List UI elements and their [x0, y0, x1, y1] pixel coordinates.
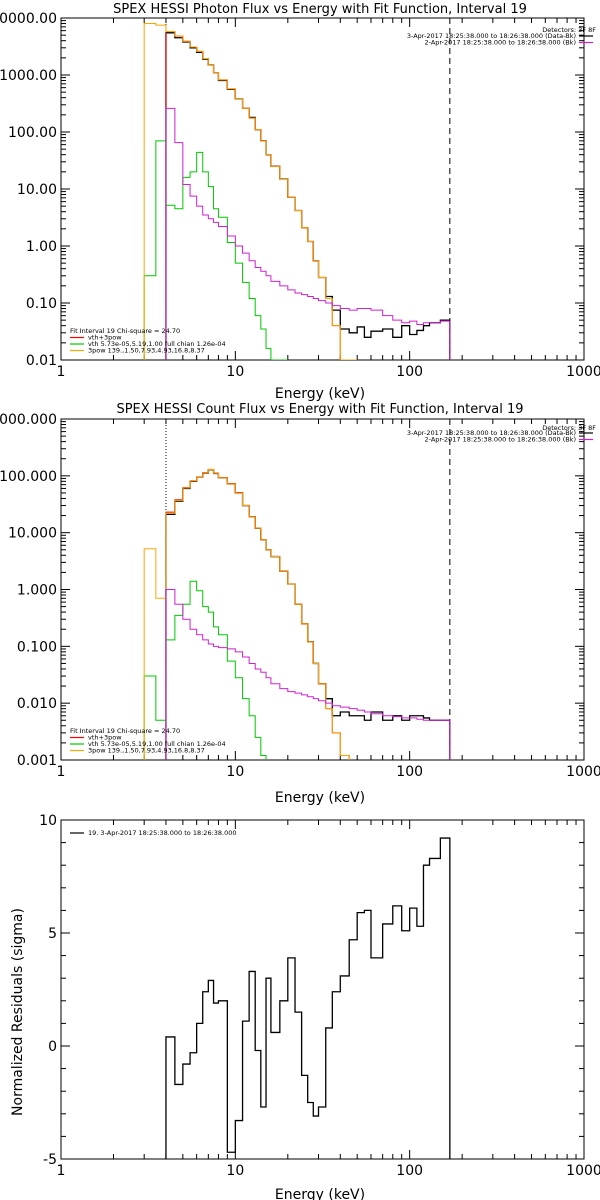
legend-text: 3pow 139.,1.50,7.93,4.93,16.8,8.37 [88, 347, 205, 355]
y-tick-label: 1000.00 [0, 68, 57, 84]
y-tick-label: 0.010 [17, 696, 57, 712]
y-ticks [61, 819, 584, 1160]
residuals-chart: Energy (keV) Normalized Residuals (sigma… [10, 813, 600, 1200]
y-tick-label: -5 [43, 1152, 57, 1168]
legend-text: vth+3pow [88, 734, 122, 742]
legend-text: 3-Apr-2017 18:25:38.000 to 18:26:38.000 … [407, 429, 576, 437]
x-ticks [60, 18, 585, 360]
y-tick-label: 0.10 [26, 296, 57, 312]
series-vth [143, 580, 267, 760]
y-tick-label: 1.00 [26, 239, 57, 255]
legend-text: Fit Interval 19 Chi-square = 24.70 [70, 327, 180, 335]
x-tick-label: 100 [396, 764, 423, 780]
series-3pow [143, 469, 350, 760]
y-axis-label: Normalized Residuals (sigma) [10, 908, 26, 1116]
plot-frame [60, 819, 585, 1160]
y-tick-label: 10.00 [17, 182, 57, 198]
series-bk [165, 589, 451, 760]
x-ticks [60, 820, 585, 1159]
y-tick-label: 0000.00 [0, 11, 57, 27]
legend-text: 3-Apr-2017 18:25:38.000 to 18:26:38.000 … [407, 32, 576, 40]
y-ticks [61, 418, 584, 761]
y-tick-label: 0.100 [17, 639, 57, 655]
y-tick-label: 0.001 [17, 753, 57, 769]
legend-text: vth+3pow [88, 334, 122, 342]
plot-frame [60, 418, 585, 761]
legend-text: vth 5.73e-05,5.19,1.00 full chian 1.26e-… [88, 340, 226, 348]
y-tick-label: 10 [39, 813, 57, 829]
legend-text: 3pow 139.,1.50,7.93,4.93,16.8,8.37 [88, 747, 205, 755]
legend-text: vth 5.73e-05,5.19,1.00 full chian 1.26e-… [88, 740, 226, 748]
y-tick-label: 0000.000 [0, 412, 57, 428]
series-bk [165, 107, 451, 360]
series-data-bk [165, 469, 451, 760]
y-tick-label: 0.01 [26, 353, 57, 369]
series-vth [143, 140, 288, 360]
series-data-bk [165, 32, 451, 360]
y-tick-label: 5 [48, 926, 57, 942]
series-data-bk [165, 837, 451, 1159]
series-3pow [143, 23, 358, 360]
x-tick-label: 100 [396, 1163, 423, 1179]
y-tick-label: 1.000 [17, 583, 57, 599]
y-tick-label: 0 [48, 1039, 57, 1055]
x-axis-label: Energy (keV) [275, 790, 365, 806]
x-axis-label: Energy (keV) [275, 1187, 365, 1200]
x-tick-label: 1000 [566, 1163, 600, 1179]
x-tick-label: 10 [226, 764, 244, 780]
series-vth-3pow [165, 468, 350, 760]
chart-title: SPEX HESSI Count Flux vs Energy with Fit… [116, 402, 523, 417]
chart-title: SPEX HESSI Photon Flux vs Energy with Fi… [113, 2, 527, 17]
x-axis-label: Energy (keV) [275, 386, 365, 402]
x-tick-label: 1 [57, 364, 66, 380]
count-flux-chart: SPEX HESSI Count Flux vs Energy with Fit… [0, 402, 600, 806]
y-tick-label: 100.000 [0, 469, 57, 485]
detectors-label: Detectors: 3F 8F [542, 424, 596, 432]
y-tick-label: 100.00 [8, 125, 57, 141]
x-tick-label: 1000 [566, 764, 600, 780]
plot-frame [60, 17, 585, 361]
x-tick-label: 10 [226, 1163, 244, 1179]
x-tick-label: 1 [57, 1163, 66, 1179]
y-tick-label: 10.000 [8, 526, 57, 542]
x-tick-label: 10 [226, 364, 244, 380]
legend-text: 19. 3-Apr-2017 18:25:38.000 to 18:26:38.… [88, 829, 237, 837]
x-ticks [60, 419, 585, 760]
x-tick-label: 1000 [566, 364, 600, 380]
y-ticks [61, 17, 584, 361]
x-tick-label: 1 [57, 764, 66, 780]
x-tick-label: 100 [396, 364, 423, 380]
legend-text: 2-Apr-2017 18:25:38.000 to 18:26:38.000 … [425, 436, 576, 444]
detectors-label: Detectors: 3F 8F [542, 26, 596, 34]
photon-flux-chart: SPEX HESSI Photon Flux vs Energy with Fi… [0, 2, 600, 402]
legend-text: 2-Apr-2017 18:25:38.000 to 18:26:38.000 … [425, 39, 576, 47]
legend-text: Fit Interval 19 Chi-square = 24.70 [70, 727, 180, 735]
